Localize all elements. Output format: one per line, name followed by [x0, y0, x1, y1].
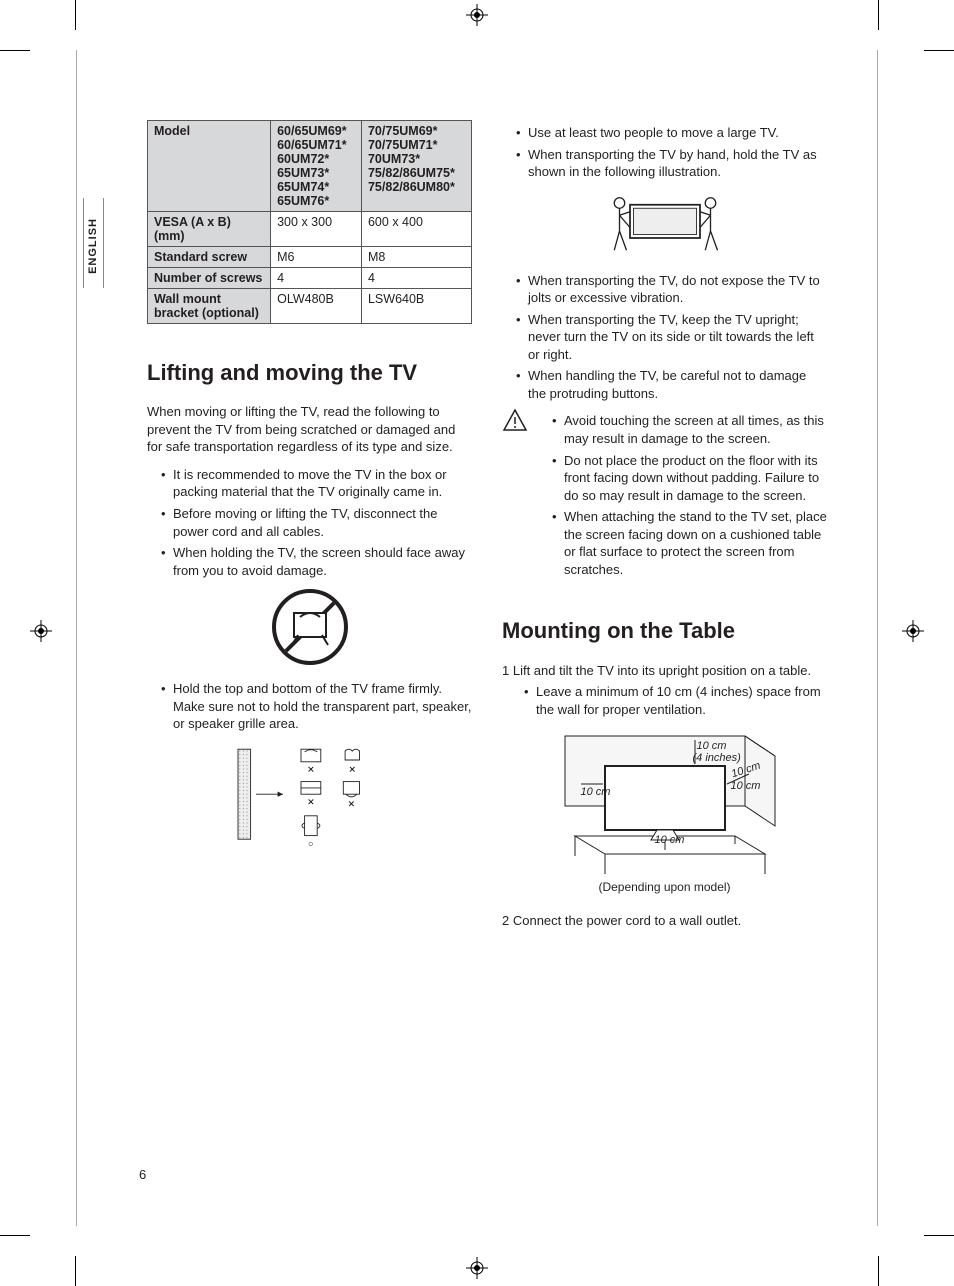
- list-item: Before moving or lifting the TV, disconn…: [161, 505, 472, 540]
- heading-mounting: Mounting on the Table: [502, 618, 827, 643]
- right-column: Use at least two people to move a large …: [502, 120, 827, 934]
- list-item: When attaching the stand to the TV set, …: [552, 508, 827, 578]
- language-label: ENGLISH: [87, 218, 99, 274]
- bullet-list-r1: Use at least two people to move a large …: [502, 124, 827, 181]
- heading-lifting: Lifting and moving the TV: [147, 360, 472, 385]
- figure-no-touch: [147, 587, 472, 670]
- spec-cell: 4: [271, 268, 362, 289]
- spec-cell: 60/65UM69* 60/65UM71* 60UM72* 65UM73* 65…: [271, 121, 362, 212]
- registration-mark: [466, 1257, 488, 1282]
- left-column: Model60/65UM69* 60/65UM71* 60UM72* 65UM7…: [147, 120, 472, 934]
- figure-carry: [502, 189, 827, 262]
- list-item: When transporting the TV, do not expose …: [516, 272, 827, 307]
- spec-cell: LSW640B: [361, 289, 471, 324]
- list-item: It is recommended to move the TV in the …: [161, 466, 472, 501]
- svg-text:○: ○: [308, 838, 313, 848]
- warning-block: Avoid touching the screen at all times, …: [502, 408, 827, 582]
- page-number: 6: [139, 1167, 146, 1182]
- figure-hold-frame: ✕ ✕ ✕ ✕: [147, 741, 472, 854]
- step-1-sub: Leave a minimum of 10 cm (4 inches) spac…: [524, 683, 827, 718]
- bullet-list-r2: When transporting the TV, do not expose …: [502, 272, 827, 403]
- dim-top2: (4 inches): [693, 752, 741, 764]
- svg-text:✕: ✕: [348, 764, 356, 774]
- dim-left: 10 cm: [581, 786, 611, 798]
- warning-icon: [502, 408, 528, 582]
- spec-cell: OLW480B: [271, 289, 362, 324]
- svg-text:✕: ✕: [307, 797, 315, 807]
- intro-text: When moving or lifting the TV, read the …: [147, 403, 472, 456]
- dim-bot: 10 cm: [655, 834, 685, 846]
- list-item: Hold the top and bottom of the TV frame …: [161, 680, 472, 733]
- dim-top: 10 cm: [697, 740, 727, 752]
- spec-cell: M6: [271, 247, 362, 268]
- spec-row-header: Number of screws: [148, 268, 271, 289]
- warning-list: Avoid touching the screen at all times, …: [538, 412, 827, 578]
- svg-text:✕: ✕: [307, 764, 315, 774]
- spec-row-header: Standard screw: [148, 247, 271, 268]
- registration-mark: [466, 4, 488, 29]
- dim-rb: 10 cm: [731, 780, 761, 792]
- spec-row-header: VESA (A x B) (mm): [148, 212, 271, 247]
- figure-table-mount: 10 cm (4 inches) 10 cm 10 cm 10 cm 10 cm…: [502, 726, 827, 894]
- spec-row-header: Model: [148, 121, 271, 212]
- list-item: Use at least two people to move a large …: [516, 124, 827, 142]
- list-item: Do not place the product on the floor wi…: [552, 452, 827, 505]
- registration-mark: [902, 620, 924, 645]
- list-item: When holding the TV, the screen should f…: [161, 544, 472, 579]
- spec-cell: 70/75UM69* 70/75UM71* 70UM73* 75/82/86UM…: [361, 121, 471, 212]
- page-frame: ENGLISH Model60/65UM69* 60/65UM71* 60UM7…: [76, 50, 878, 1226]
- svg-text:✕: ✕: [347, 799, 355, 809]
- spec-row-header: Wall mount bracket (optional): [148, 289, 271, 324]
- list-item: Avoid touching the screen at all times, …: [552, 412, 827, 447]
- spec-table: Model60/65UM69* 60/65UM71* 60UM72* 65UM7…: [147, 120, 472, 324]
- bullet-list-2: Hold the top and bottom of the TV frame …: [147, 680, 472, 733]
- step-1: 1 Lift and tilt the TV into its upright …: [502, 662, 827, 680]
- step-2: 2 Connect the power cord to a wall outle…: [502, 912, 827, 930]
- spec-cell: 4: [361, 268, 471, 289]
- list-item: When transporting the TV by hand, hold t…: [516, 146, 827, 181]
- list-item: When handling the TV, be careful not to …: [516, 367, 827, 402]
- list-item: When transporting the TV, keep the TV up…: [516, 311, 827, 364]
- spec-cell: 600 x 400: [361, 212, 471, 247]
- figure-caption: (Depending upon model): [502, 880, 827, 894]
- spec-cell: M8: [361, 247, 471, 268]
- spec-cell: 300 x 300: [271, 212, 362, 247]
- registration-mark: [30, 620, 52, 645]
- bullet-list-1: It is recommended to move the TV in the …: [147, 466, 472, 579]
